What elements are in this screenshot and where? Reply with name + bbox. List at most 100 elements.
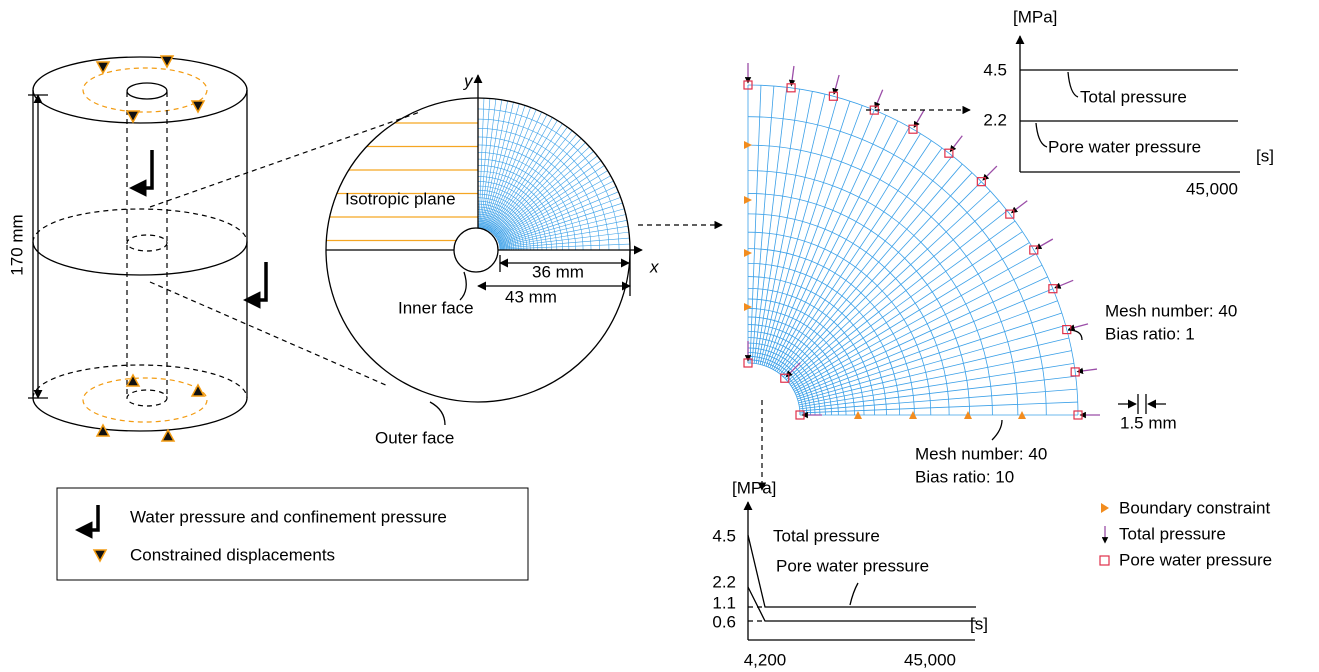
figure: 170 mm y x Isotropic plane 36 mm 43 mm I… [0,0,1319,672]
mesh-radial [770,115,886,367]
pore-pressure-line [748,587,976,621]
x-tick-label: 4,200 [744,650,787,669]
bottom-plot: [MPa] 4.5 2.2 1.1 0.6 [s] 4,200 45,000 T… [712,478,988,669]
pressure-arrow [136,150,152,188]
top-ring [83,68,207,112]
page: Model setup {"cylinder": {"height_label"… [0,0,1319,672]
constraint [127,375,139,386]
height-label: 170 mm [7,214,26,275]
mesh-radial [490,124,562,232]
y-tick-label: 4.5 [712,526,736,545]
mesh-radial [766,105,862,366]
mesh-radial [793,254,1036,390]
x-unit: [s] [970,614,988,633]
mesh-radial [791,232,1022,386]
constraint [127,111,139,122]
mesh-radial [794,265,1042,391]
pressure-arrow [250,262,266,300]
mesh-radial [779,148,942,373]
dim-43-label: 43 mm [505,287,557,306]
leader [460,272,466,300]
total-pressure-label: Total pressure [1080,87,1187,106]
mesh-radial [494,147,589,235]
constraint [192,101,204,112]
cylinder: 170 mm [7,56,420,441]
body: 170 mm y x Isotropic plane 36 mm 43 mm I… [0,0,1319,672]
pressure-arrow [876,90,883,107]
constraints [97,56,204,441]
isotropic-label: Isotropic plane [345,189,456,208]
legend-label: Water pressure and confinement pressure [130,507,447,526]
mesh-radial [773,127,909,370]
inner-circle [454,228,498,272]
leader [1068,330,1082,340]
y-tick-label: 2.2 [983,110,1007,129]
pressure-arrow [951,136,962,150]
projection [150,282,388,386]
leader [430,402,445,425]
dim-36-label: 36 mm [532,262,584,281]
inner-face-label: Inner face [398,298,474,317]
legend-symbol [1100,556,1109,565]
legend-left: Water pressure and confinement pressure … [57,488,528,580]
constraint [97,425,109,436]
pressure-arrow [1057,280,1074,287]
y-axis-label: y [463,71,474,90]
pore-pressure-label: Pore water pressure [776,556,929,575]
mesh-quarter [478,98,630,250]
mesh-radial [496,166,604,238]
x-unit: [s] [1256,146,1274,165]
constraint [97,62,109,73]
outer-mesh-number: Mesh number: 40 [1105,301,1237,320]
x-axis-label: x [649,257,659,276]
mesh-radial [790,221,1015,384]
outer-bias-ratio: Bias ratio: 1 [1105,324,1195,343]
pressure-arrow [1037,239,1053,248]
mesh-radial [788,201,999,382]
legend-label: Boundary constraint [1119,498,1270,517]
pressure-arrow [792,66,794,84]
constraint [192,385,204,396]
mesh-radial [493,138,581,233]
top-hole [127,83,167,99]
leader [992,420,1002,440]
mesh-radial [762,97,837,365]
mesh-radial [492,131,572,233]
y-tick-label: 1.1 [712,593,736,612]
constraint [162,430,174,441]
legend-symbol [94,550,106,561]
legend-symbol [82,505,98,530]
cross-section: y x Isotropic plane 36 mm 43 mm Inner fa… [320,71,722,447]
legend-label: Constrained displacements [130,545,335,564]
pressure-arrow [1079,369,1097,371]
top-plot: [MPa] 4.5 2.2 [s] 45,000 Total pressure … [983,7,1274,198]
pressure-arrow [834,75,839,92]
constraint [161,56,173,67]
mesh-radial [798,325,1066,400]
legend-label: Total pressure [1119,524,1226,543]
legend-label: Pore water pressure [1119,550,1272,569]
radial-bias-ratio: Bias ratio: 10 [915,467,1014,486]
y-tick-label: 0.6 [712,612,736,631]
y-tick-label: 2.2 [712,572,736,591]
radial-mesh-number: Mesh number: 40 [915,444,1047,463]
mesh-radial [494,143,586,235]
outer-face-label: Outer face [375,428,454,447]
pressure-arrow [915,110,924,126]
pressure-arrow [1013,201,1027,212]
mid-front [33,242,247,275]
pressure-arrow [788,363,801,376]
mesh-radial [797,301,1058,397]
bottom-hole [127,390,167,406]
mesh-radial [772,121,898,369]
thickness-label: 1.5 mm [1120,413,1177,432]
x-tick-label: 45,000 [1186,179,1238,198]
legend-right: Boundary constraint Total pressure Pore … [1100,498,1272,569]
pore-pressure-label: Pore water pressure [1048,137,1201,156]
y-unit: [MPa] [1013,7,1057,26]
mid-hole [127,235,167,251]
bottom-back [33,365,247,398]
pressure-arrow [1071,324,1088,329]
legend-box [57,488,528,580]
x-tick-label: 45,000 [904,650,956,669]
